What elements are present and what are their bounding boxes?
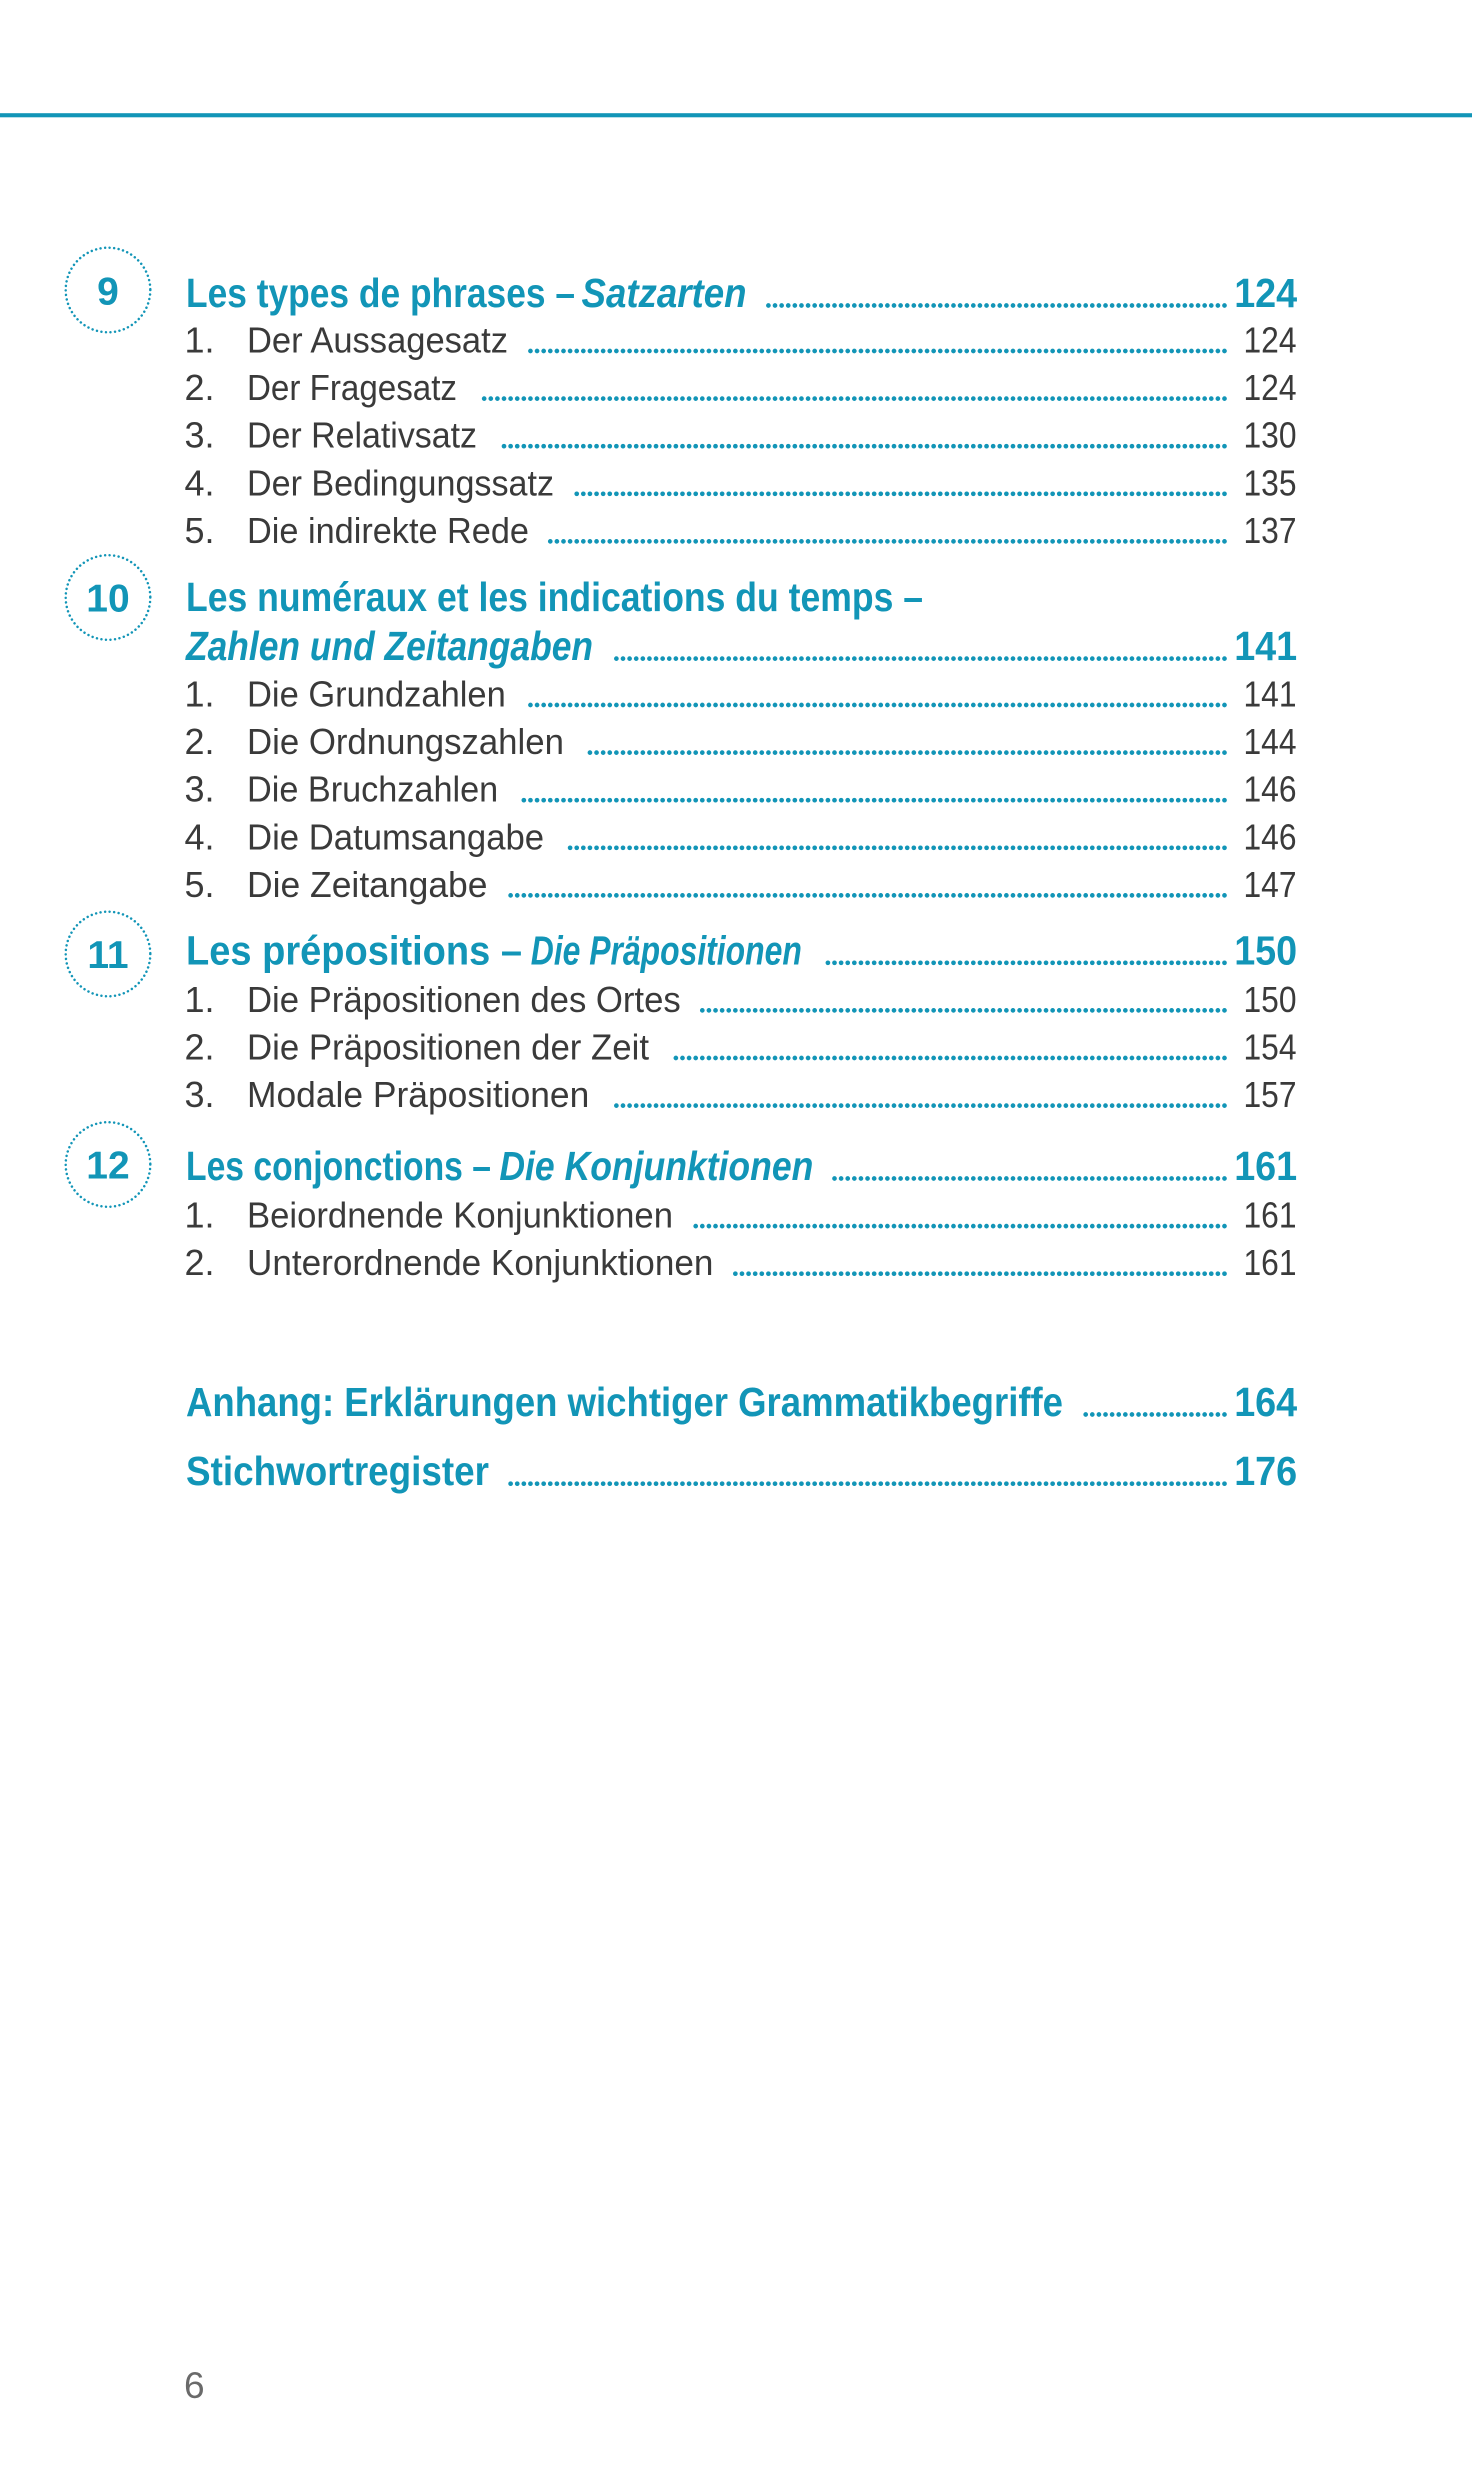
svg-text:10: 10	[86, 578, 129, 621]
svg-text:137: 137	[1244, 510, 1297, 551]
svg-text:Der Bedingungssatz: Der Bedingungssatz	[247, 462, 554, 503]
svg-text:11: 11	[87, 934, 128, 977]
svg-text:161: 161	[1244, 1195, 1297, 1236]
svg-text:Anhang: Erklärungen wichtiger: Anhang: Erklärungen wichtiger Grammatikb…	[186, 1379, 1063, 1425]
svg-text:164: 164	[1234, 1379, 1297, 1425]
svg-text:Unterordnende Konjunktionen: Unterordnende Konjunktionen	[247, 1242, 713, 1283]
svg-text:Die Präpositionen der Zeit: Die Präpositionen der Zeit	[247, 1027, 649, 1068]
svg-text:Modale Präpositionen: Modale Präpositionen	[247, 1074, 589, 1115]
svg-text:4.: 4.	[185, 462, 215, 503]
svg-text:1.: 1.	[185, 1195, 215, 1236]
svg-text:5.: 5.	[185, 864, 215, 905]
svg-text:124: 124	[1234, 270, 1297, 316]
svg-text:Die Zeitangabe: Die Zeitangabe	[247, 864, 488, 905]
svg-text:5.: 5.	[185, 510, 215, 551]
svg-text:6: 6	[184, 2365, 205, 2406]
svg-text:150: 150	[1234, 927, 1297, 973]
svg-text:Die Datumsangabe: Die Datumsangabe	[247, 816, 544, 857]
svg-text:124: 124	[1244, 367, 1297, 408]
svg-text:4.: 4.	[185, 816, 215, 857]
svg-text:Der Relativsatz: Der Relativsatz	[247, 415, 477, 456]
svg-text:Die Konjunktionen: Die Konjunktionen	[499, 1143, 813, 1189]
svg-text:Die Grundzahlen: Die Grundzahlen	[247, 674, 506, 715]
svg-text:2.: 2.	[185, 721, 215, 762]
svg-text:1.: 1.	[185, 674, 215, 715]
svg-text:3.: 3.	[185, 769, 215, 810]
svg-text:2.: 2.	[185, 1242, 215, 1283]
svg-text:Les prépositions –: Les prépositions –	[186, 927, 522, 973]
svg-text:141: 141	[1244, 674, 1297, 715]
svg-text:144: 144	[1244, 721, 1297, 762]
svg-text:2.: 2.	[185, 367, 215, 408]
svg-text:3.: 3.	[185, 1074, 215, 1115]
svg-text:9: 9	[97, 271, 119, 314]
svg-text:1.: 1.	[185, 320, 215, 361]
svg-text:Beiordnende Konjunktionen: Beiordnende Konjunktionen	[247, 1195, 673, 1236]
svg-text:154: 154	[1244, 1027, 1297, 1068]
svg-text:12: 12	[86, 1145, 129, 1188]
svg-text:Les types de phrases –: Les types de phrases –	[186, 270, 575, 316]
svg-text:161: 161	[1234, 1143, 1297, 1189]
svg-text:146: 146	[1244, 816, 1297, 857]
svg-text:Les conjonctions –: Les conjonctions –	[186, 1143, 491, 1189]
svg-text:141: 141	[1234, 623, 1297, 669]
svg-text:146: 146	[1244, 769, 1297, 810]
svg-text:Der Aussagesatz: Der Aussagesatz	[247, 320, 508, 361]
svg-text:Die Ordnungszahlen: Die Ordnungszahlen	[247, 721, 564, 762]
svg-text:135: 135	[1244, 462, 1297, 503]
svg-text:150: 150	[1244, 979, 1297, 1020]
svg-text:Der Fragesatz: Der Fragesatz	[247, 367, 457, 408]
svg-text:147: 147	[1244, 864, 1297, 905]
svg-text:Die Präpositionen: Die Präpositionen	[531, 927, 802, 973]
svg-text:Zahlen und Zeitangaben: Zahlen und Zeitangaben	[185, 623, 593, 669]
svg-text:1.: 1.	[185, 979, 215, 1020]
svg-text:157: 157	[1244, 1074, 1297, 1115]
svg-text:2.: 2.	[185, 1027, 215, 1068]
svg-text:Die Präpositionen des Ortes: Die Präpositionen des Ortes	[247, 979, 681, 1020]
svg-text:161: 161	[1244, 1242, 1297, 1283]
svg-text:124: 124	[1244, 320, 1297, 361]
svg-text:Stichwortregister: Stichwortregister	[186, 1448, 489, 1494]
svg-text:130: 130	[1244, 415, 1297, 456]
svg-text:Satzarten: Satzarten	[582, 270, 747, 316]
svg-text:3.: 3.	[185, 415, 215, 456]
svg-text:Die indirekte Rede: Die indirekte Rede	[247, 510, 529, 551]
svg-text:176: 176	[1234, 1448, 1297, 1494]
svg-text:Les numéraux et les indication: Les numéraux et les indications du temps…	[186, 574, 923, 620]
svg-text:Die Bruchzahlen: Die Bruchzahlen	[247, 769, 498, 810]
